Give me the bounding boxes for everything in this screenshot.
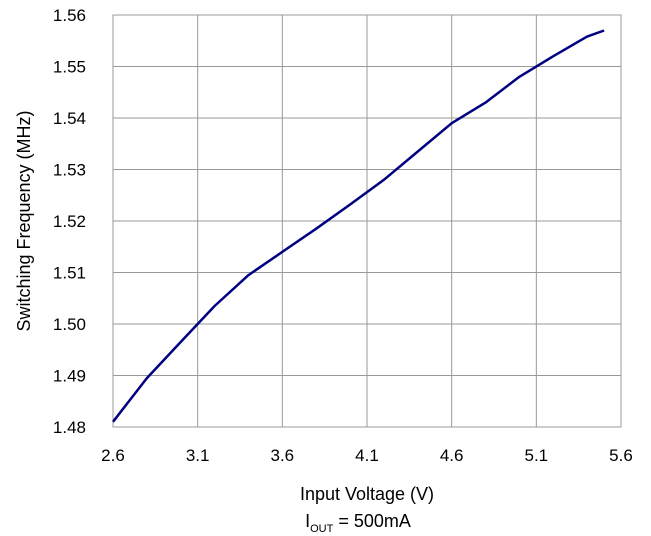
plot-frame: [112, 14, 622, 428]
y-tick-label: 1.50: [53, 315, 86, 334]
y-tick-labels: 1.48 1.49 1.50 1.51 1.52 1.53 1.54 1.55 1.56: [53, 6, 86, 437]
y-tick-label: 1.49: [53, 367, 86, 386]
x-tick-label: 5.6: [609, 446, 633, 465]
y-axis-title: Switching Frequency (MHz): [14, 110, 34, 331]
x-tick-label: 3.1: [186, 446, 210, 465]
x-tick-label: 2.6: [101, 446, 125, 465]
y-tick-label: 1.53: [53, 161, 86, 180]
condition-subscript: OUT: [310, 523, 334, 535]
y-tick-label: 1.52: [53, 212, 86, 231]
y-tick-label: 1.56: [53, 6, 86, 25]
condition-prefix: I: [305, 511, 310, 531]
x-tick-label: 5.1: [525, 446, 549, 465]
series-layer: [112, 29, 605, 423]
condition-suffix: = 500mA: [333, 511, 411, 531]
x-axis-title: Input Voltage (V): [300, 484, 434, 504]
y-tick-label: 1.55: [53, 58, 86, 77]
x-tick-labels: 2.6 3.1 3.6 4.1 4.6 5.1 5.6: [101, 446, 633, 465]
series-line: [112, 29, 605, 423]
x-tick-label: 4.1: [355, 446, 379, 465]
y-tick-label: 1.54: [53, 109, 86, 128]
y-tick-label: 1.51: [53, 264, 86, 283]
grid-lines: [112, 14, 622, 428]
x-tick-label: 4.6: [440, 446, 464, 465]
x-tick-label: 3.6: [271, 446, 295, 465]
condition-label: IOUT = 500mA: [305, 511, 411, 535]
y-tick-label: 1.48: [53, 418, 86, 437]
